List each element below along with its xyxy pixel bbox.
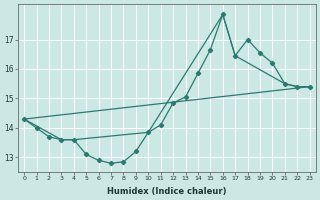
X-axis label: Humidex (Indice chaleur): Humidex (Indice chaleur) [107,187,227,196]
